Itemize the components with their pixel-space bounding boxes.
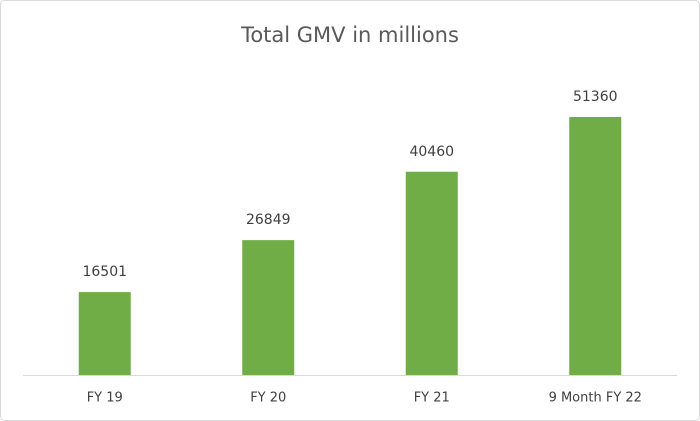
bar [569,117,622,375]
x-tick-label: FY 21 [414,391,450,406]
bar [78,292,131,375]
bar [405,171,458,375]
value-label: 40460 [409,144,454,160]
x-tick-label: FY 19 [87,391,123,406]
value-label: 51360 [573,89,618,105]
bar [242,240,295,375]
value-label: 16501 [82,264,127,280]
x-tick-label: FY 20 [250,391,286,406]
x-tick-label: 9 Month FY 22 [549,391,642,406]
chart-title: Total GMV in millions [240,23,459,47]
value-label: 26849 [246,212,291,228]
